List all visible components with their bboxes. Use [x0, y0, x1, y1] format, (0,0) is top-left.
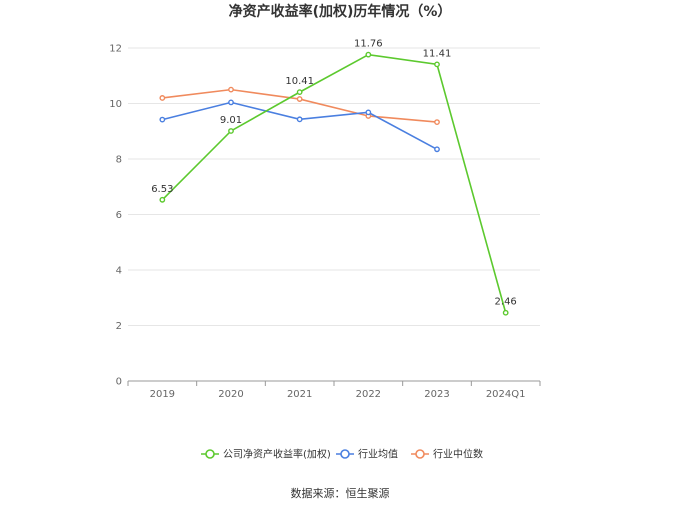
data-labels: 6.53 9.01 10.41 11.76 11.41 2.46 — [151, 39, 517, 308]
data-label: 2.46 — [495, 297, 517, 308]
data-point[interactable] — [159, 95, 166, 101]
data-point[interactable] — [228, 99, 234, 106]
data-point[interactable] — [502, 309, 509, 316]
data-point[interactable] — [228, 86, 234, 93]
data-label: 9.01 — [220, 115, 242, 126]
x-tick-label: 2024Q1 — [486, 389, 526, 400]
series-layer — [159, 51, 509, 316]
data-point[interactable] — [296, 89, 303, 96]
x-tick-label: 2022 — [356, 389, 381, 400]
data-point[interactable] — [434, 119, 440, 125]
data-label: 10.41 — [285, 76, 314, 87]
data-point[interactable] — [434, 146, 440, 153]
data-label: 6.53 — [151, 184, 173, 195]
x-tick-label: 2020 — [218, 389, 243, 400]
x-tick-label: 2021 — [287, 389, 312, 400]
data-point[interactable] — [434, 61, 440, 68]
y-tick-label: 0 — [116, 377, 122, 388]
data-point[interactable] — [159, 196, 166, 203]
legend[interactable]: 公司净资产收益率(加权) 行业均值 行业中位数 — [201, 448, 483, 461]
data-point[interactable] — [296, 116, 303, 123]
series-line — [161, 53, 507, 313]
y-tick-label: 2 — [116, 321, 122, 332]
x-axis-ticks: 2019 2020 2021 2022 2023 2024Q1 — [150, 389, 526, 400]
data-point[interactable] — [159, 116, 166, 123]
legend-marker[interactable] — [340, 449, 350, 459]
data-point[interactable] — [228, 128, 234, 134]
x-tick-label: 2023 — [424, 389, 449, 400]
data-label: 11.41 — [423, 48, 452, 59]
legend-label[interactable]: 公司净资产收益率(加权) — [223, 448, 331, 461]
data-point[interactable] — [296, 96, 303, 102]
data-point[interactable] — [365, 51, 372, 58]
y-tick-label: 6 — [116, 210, 122, 221]
legend-label[interactable]: 行业中位数 — [433, 448, 483, 461]
data-point[interactable] — [365, 109, 372, 116]
legend-label[interactable]: 行业均值 — [358, 448, 398, 461]
x-tick-label: 2019 — [150, 389, 175, 400]
y-tick-label: 4 — [116, 266, 122, 277]
legend-marker[interactable] — [205, 449, 215, 459]
grid-lines — [128, 47, 540, 326]
y-tick-label: 8 — [116, 155, 122, 166]
y-axis: 0 2 4 6 8 10 12 — [109, 44, 122, 388]
data-label: 11.76 — [354, 39, 383, 50]
series-line — [162, 101, 438, 150]
y-tick-label: 12 — [109, 44, 122, 55]
y-tick-label: 10 — [109, 99, 122, 110]
legend-marker[interactable] — [415, 449, 425, 459]
source-note: 数据来源：恒生聚源 — [291, 486, 390, 500]
chart-title: 净资产收益率(加权)历年情况（%） — [229, 3, 452, 20]
x-axis — [127, 380, 541, 386]
